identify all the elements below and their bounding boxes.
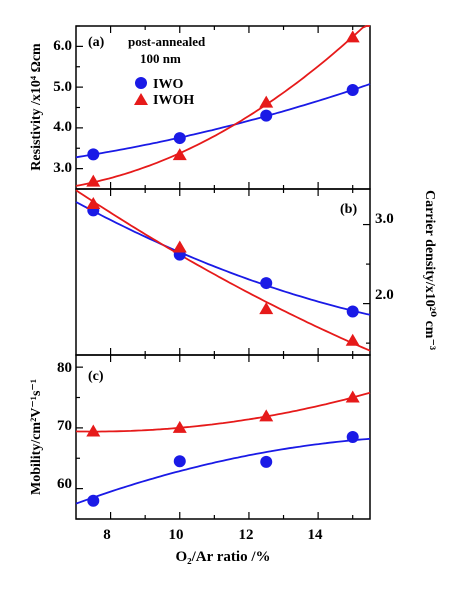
- panel-c-points: [86, 390, 360, 507]
- c-point-iwoh: [172, 420, 187, 433]
- x-tick-label-3: 14: [308, 527, 324, 543]
- a-point-iwo: [346, 83, 359, 96]
- panel-c-curves: [75, 391, 371, 505]
- x-tick-label-1: 10: [169, 527, 184, 543]
- b-ytick-label-1: 3.0: [375, 211, 394, 227]
- panel-b-ticks: [109, 189, 370, 355]
- a-point-iwo: [260, 109, 273, 122]
- b-fit-curve-iwo: [75, 201, 371, 316]
- panel-a-curves: [75, 25, 371, 187]
- c-fit-curve-iwo: [75, 437, 371, 505]
- annotation-line-2: 100 nm: [140, 51, 181, 66]
- b-point-iwoh: [345, 333, 360, 346]
- panel-c-ticks: [76, 355, 354, 520]
- c-ytick-label-1: 70: [57, 418, 72, 434]
- c-point-iwoh: [86, 424, 101, 437]
- a-ytick-label-1: 4.0: [53, 119, 72, 135]
- a-point-iwoh: [172, 148, 187, 161]
- panel-b: (b) 2.0 3.0 Carrier density/x10²⁰ cm⁻³: [75, 188, 437, 356]
- panel-c: (c) 60 70 80 Mobility/cm²V⁻¹s⁻¹ 8 10 12 …: [29, 354, 371, 565]
- b-point-iwoh: [259, 302, 274, 315]
- c-ytick-label-0: 60: [57, 476, 72, 492]
- c-point-iwo: [346, 431, 359, 443]
- panel-b-curves: [75, 189, 371, 352]
- legend-marker-iwoh: [134, 93, 148, 105]
- a-point-iwoh: [259, 95, 274, 108]
- panel-a-frame: [75, 25, 371, 190]
- b-fit-curve-iwoh: [75, 189, 371, 352]
- a-ytick-label-3: 6.0: [53, 38, 72, 54]
- a-point-iwoh: [86, 174, 101, 187]
- c-fit-curve-iwoh: [75, 391, 371, 433]
- panel-a-ticks: [76, 25, 354, 190]
- c-point-iwo: [87, 494, 100, 507]
- legend-label-iwoh: IWOH: [153, 93, 194, 108]
- a-point-iwoh: [345, 30, 360, 43]
- a-y-axis-label: Resistivity /x10⁴ Ωcm: [29, 43, 44, 171]
- x-tick-label-2: 12: [239, 527, 254, 543]
- legend-marker-iwo: [135, 77, 147, 89]
- b-y-axis-label: Carrier density/x10²⁰ cm⁻³: [422, 190, 437, 350]
- b-point-iwoh: [86, 197, 101, 210]
- x-tick-label-0: 8: [103, 527, 111, 543]
- legend-label-iwo: IWO: [153, 77, 183, 92]
- a-fit-curve-iwo: [75, 83, 371, 159]
- x-axis-label: O₂/Ar ratio /%: [175, 549, 270, 565]
- panel-b-points: [86, 197, 360, 346]
- a-point-iwo: [87, 148, 100, 161]
- c-y-axis-label: Mobility/cm²V⁻¹s⁻¹: [29, 379, 44, 495]
- b-ytick-label-0: 2.0: [375, 287, 394, 303]
- panel-a-label: (a): [88, 35, 105, 50]
- a-point-iwo: [173, 132, 186, 145]
- annotation-line-1: post-annealed: [128, 34, 206, 49]
- c-point-iwoh: [345, 390, 360, 403]
- b-point-iwo: [346, 305, 359, 318]
- panel-b-label: (b): [340, 202, 357, 217]
- legend: IWO IWOH: [134, 77, 194, 108]
- c-ytick-label-2: 80: [57, 360, 72, 376]
- c-point-iwo: [260, 455, 273, 468]
- a-fit-curve-iwoh: [75, 25, 370, 187]
- b-point-iwo: [260, 277, 273, 290]
- c-point-iwo: [173, 455, 186, 468]
- c-point-iwoh: [259, 409, 274, 422]
- panel-c-label: (c): [88, 369, 104, 384]
- a-ytick-label-2: 5.0: [53, 79, 72, 95]
- panel-c-frame: [75, 354, 371, 520]
- a-ytick-label-0: 3.0: [53, 160, 72, 176]
- b-point-iwoh: [172, 240, 187, 253]
- panel-a-points: [86, 30, 360, 187]
- panel-a: (a) post-annealed 100 nm IWO IWOH 3.0 4.…: [29, 25, 371, 190]
